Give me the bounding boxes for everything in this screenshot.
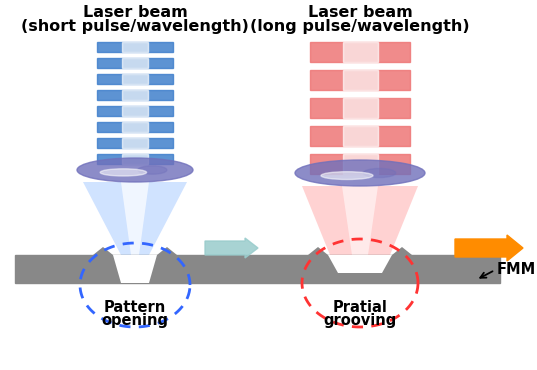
Text: FMM: FMM [497, 262, 536, 278]
Polygon shape [113, 255, 157, 283]
Bar [122, 138, 148, 148]
Text: Laser beam: Laser beam [308, 5, 412, 20]
Text: (long pulse/wavelength): (long pulse/wavelength) [250, 19, 470, 34]
Polygon shape [121, 182, 149, 255]
Bar [122, 74, 148, 84]
Ellipse shape [321, 172, 373, 179]
Bar [97, 122, 173, 132]
Polygon shape [302, 186, 418, 255]
Text: (short pulse/wavelength): (short pulse/wavelength) [21, 19, 249, 34]
Bar [97, 74, 173, 84]
Ellipse shape [100, 169, 147, 176]
Bar [15, 255, 500, 283]
Text: Pattern: Pattern [104, 300, 166, 315]
Polygon shape [342, 186, 378, 255]
Text: grooving: grooving [323, 313, 397, 328]
Bar [97, 58, 173, 68]
Ellipse shape [363, 168, 396, 178]
Bar [343, 98, 378, 118]
Bar [343, 42, 378, 62]
Bar [97, 106, 173, 116]
Bar [122, 106, 148, 116]
Bar [122, 58, 148, 68]
Text: Laser beam: Laser beam [83, 5, 187, 20]
Polygon shape [328, 255, 392, 273]
Polygon shape [308, 247, 328, 255]
Polygon shape [392, 247, 412, 255]
Ellipse shape [77, 158, 193, 182]
Bar [97, 138, 173, 148]
Bar [122, 154, 148, 164]
Bar [310, 154, 410, 174]
Bar [343, 70, 378, 90]
Bar [310, 42, 410, 62]
Bar [97, 90, 173, 100]
Bar [310, 98, 410, 118]
Bar [122, 90, 148, 100]
Bar [97, 42, 173, 52]
Polygon shape [83, 182, 187, 255]
Polygon shape [157, 247, 177, 255]
Ellipse shape [138, 166, 167, 174]
Polygon shape [93, 247, 113, 255]
Bar [343, 154, 378, 174]
Bar [343, 126, 378, 146]
FancyArrow shape [205, 238, 258, 258]
Bar [97, 154, 173, 164]
Ellipse shape [295, 160, 425, 186]
Text: Pratial: Pratial [332, 300, 387, 315]
Bar [310, 70, 410, 90]
Bar [122, 122, 148, 132]
Bar [122, 42, 148, 52]
Text: opening: opening [101, 313, 169, 328]
Bar [310, 126, 410, 146]
FancyArrow shape [455, 235, 523, 261]
